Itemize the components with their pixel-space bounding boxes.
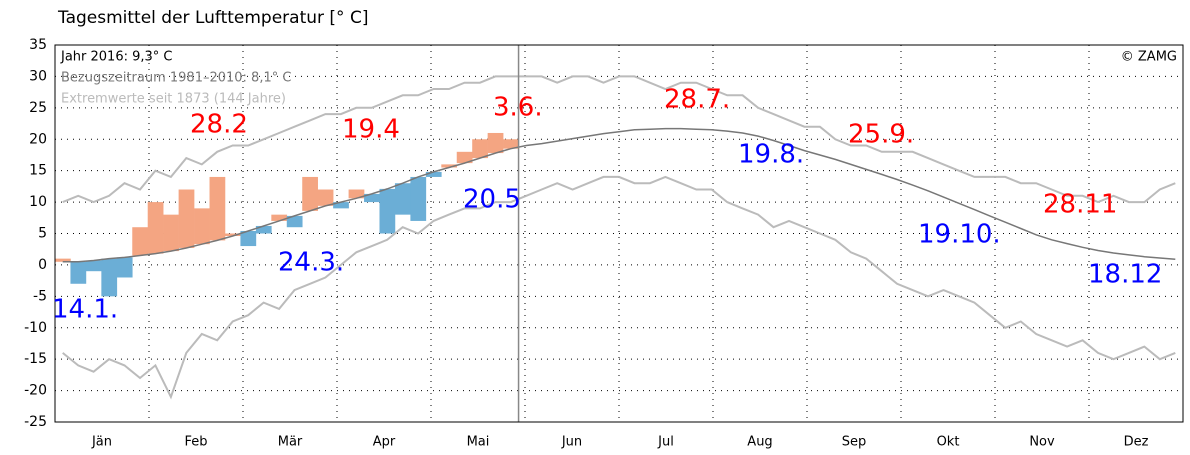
annotation: 3.6. <box>493 93 543 123</box>
x-tick-label: Sep <box>842 435 867 450</box>
y-tick-label: -20 <box>24 383 47 399</box>
y-tick-label: 15 <box>29 163 47 179</box>
anomaly-bar <box>487 132 504 154</box>
mean-line <box>62 127 1176 263</box>
anomaly-bar <box>456 151 473 164</box>
x-tick-label: Jun <box>561 435 582 450</box>
y-tick-label: 35 <box>29 37 47 53</box>
anomaly-bar <box>348 189 365 199</box>
anomaly-bar <box>333 202 349 209</box>
anomaly-bar <box>364 193 380 203</box>
y-tick-label: 5 <box>38 226 47 242</box>
annotation: 19.10. <box>918 220 1001 250</box>
anomaly-bar <box>85 260 102 272</box>
x-tick-label: Okt <box>937 435 960 450</box>
x-tick-label: Mär <box>278 435 303 450</box>
annotation: 20.5 <box>463 185 521 215</box>
y-tick-label: -5 <box>33 288 47 304</box>
anomaly-bar <box>302 176 318 211</box>
anomaly-bar <box>55 258 71 262</box>
legend-entry: Jahr 2016: 9,3° C <box>60 50 173 65</box>
anomaly-bar <box>132 227 149 256</box>
y-tick-label: 10 <box>29 194 47 210</box>
anomaly-bar <box>194 208 210 245</box>
annotation: 14.1. <box>52 295 118 325</box>
annotation: 18.12 <box>1088 260 1162 290</box>
anomaly-bar <box>503 139 519 149</box>
anomaly-bar <box>410 176 427 221</box>
x-tick-label: Aug <box>747 435 772 450</box>
anomaly-bar <box>178 189 195 248</box>
x-tick-label: Apr <box>373 435 396 450</box>
y-tick-label: 30 <box>29 68 47 84</box>
anomaly-bar <box>425 171 442 177</box>
anomaly-bar <box>116 257 133 278</box>
y-tick-label: -15 <box>24 351 47 367</box>
credit: © ZAMG <box>1121 50 1177 65</box>
anomaly-bar <box>101 258 118 297</box>
x-tick-label: Jän <box>91 435 112 450</box>
legend-entry: Extremwerte seit 1873 (144 Jahre) <box>61 92 286 107</box>
extreme-max-line <box>62 75 1176 204</box>
anomaly-bar <box>472 139 488 159</box>
x-tick-label: Jul <box>657 435 674 450</box>
annotation: 28.7. <box>664 85 730 115</box>
y-tick-label: 0 <box>38 257 47 273</box>
annotation: 19.8. <box>738 140 804 170</box>
anomaly-bar <box>255 225 272 234</box>
x-tick-label: Mai <box>467 435 490 450</box>
anomaly-bar <box>240 230 257 247</box>
annotation: 28.11 <box>1043 190 1117 220</box>
annotation: 28.2 <box>190 110 248 140</box>
extreme-min-line <box>62 175 1176 400</box>
x-tick-label: Nov <box>1029 435 1055 450</box>
anomaly-bar <box>271 214 288 221</box>
annotation: 25.9. <box>848 120 914 150</box>
y-tick-label: -10 <box>24 320 47 336</box>
anomaly-bar <box>70 261 87 284</box>
anomaly-bar <box>317 189 334 206</box>
anomaly-bar <box>147 202 164 254</box>
y-tick-label: 20 <box>29 131 47 147</box>
anomaly-bar <box>394 183 411 215</box>
legend-entry: Bezugszeitraum 1981–2010: 8,1° C <box>61 71 291 86</box>
y-tick-label: -25 <box>24 414 47 430</box>
anomaly-bar <box>209 176 226 241</box>
anomaly-bar <box>163 214 179 252</box>
chart-title: Tagesmittel der Lufttemperatur [° C] <box>57 8 368 28</box>
x-tick-label: Feb <box>184 435 207 450</box>
plot-frame <box>54 44 1184 423</box>
anomaly-bar <box>286 215 303 228</box>
anomaly-bar <box>224 233 241 237</box>
annotation: 19.4 <box>342 115 400 145</box>
y-tick-label: 25 <box>29 100 47 116</box>
annotation: 24.3. <box>278 248 344 278</box>
anomaly-bar <box>379 188 396 234</box>
x-tick-label: Dez <box>1124 435 1149 450</box>
anomaly-bar <box>441 164 458 168</box>
